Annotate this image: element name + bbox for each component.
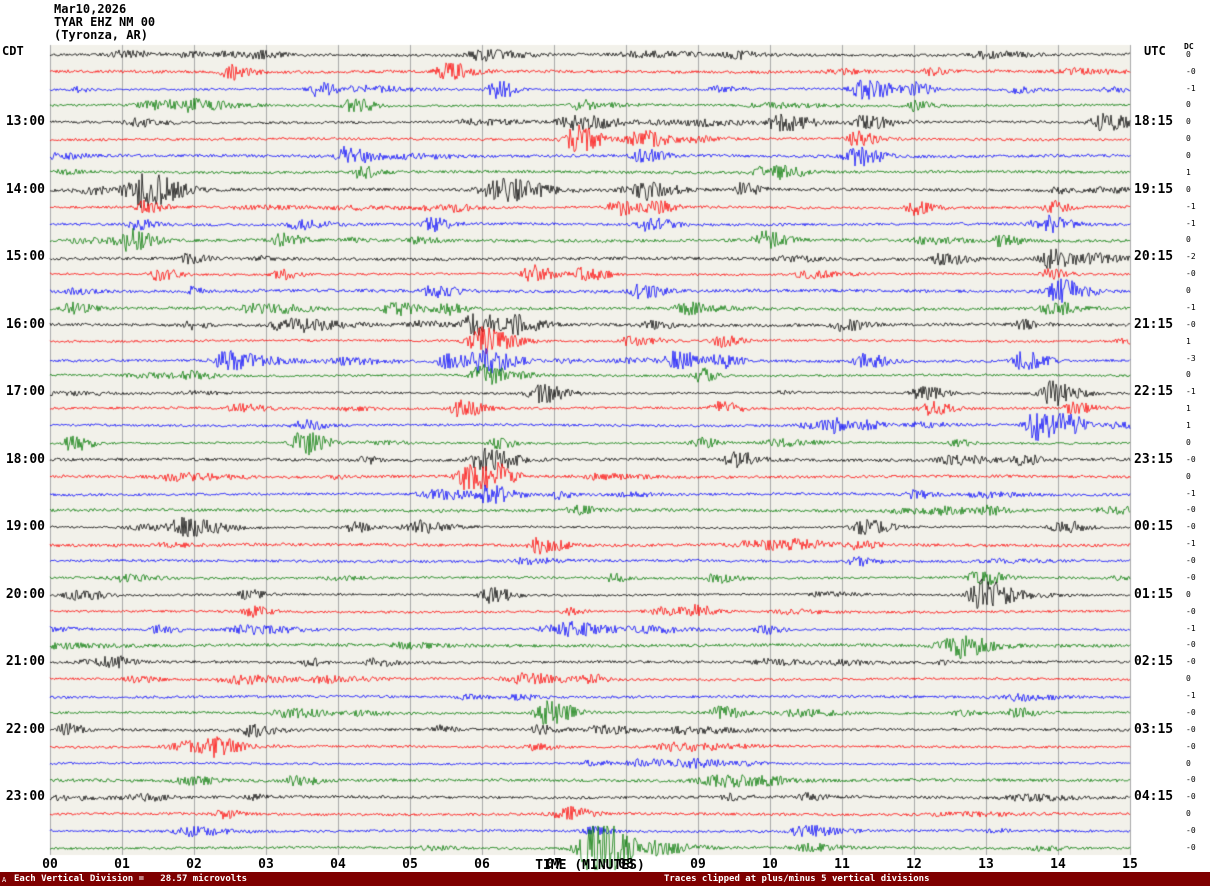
title-location: (Tyronza, AR) [54, 28, 148, 42]
dc-offset-label: -0 [1186, 826, 1196, 836]
title-station: TYAR EHZ NM 00 [54, 15, 156, 29]
dc-offset-label: -0 [1186, 775, 1196, 785]
right-time-label: 22:15 [1134, 384, 1174, 400]
x-axis-title: TIME (MINUTES) [535, 858, 645, 873]
dc-offset-label: -0 [1186, 522, 1196, 532]
right-time-label: 18:15 [1134, 114, 1174, 130]
dc-offset-label: 0 [1186, 370, 1191, 380]
dc-offset-label: 0 [1186, 151, 1191, 161]
x-tick-label: 10 [762, 857, 778, 872]
title-block: Mar10,2026 TYAR EHZ NM 00 (Tyronza, AR) [54, 3, 155, 42]
left-time-label: 18:00 [5, 451, 45, 467]
dc-offset-label: 0 [1186, 758, 1191, 768]
x-tick-label: 14 [1050, 857, 1066, 872]
dc-offset-label: 0 [1186, 286, 1191, 296]
x-tick-label: 11 [834, 857, 850, 872]
dc-offset-label: 0 [1186, 117, 1191, 127]
dc-offset-label: 0 [1186, 674, 1191, 684]
left-time-label: 23:00 [5, 789, 45, 805]
right-time-label: 00:15 [1134, 519, 1174, 535]
dc-offset-label: -1 [1186, 691, 1196, 701]
dc-offset-label: -0 [1186, 707, 1196, 717]
dc-offset-label: 1 [1186, 404, 1191, 414]
dc-offset-label: -1 [1186, 201, 1196, 211]
dc-offset-label: -1 [1186, 218, 1196, 228]
x-tick-label: 06 [474, 857, 490, 872]
footer-bar: A Each Vertical Division = 28.57 microvo… [0, 872, 1210, 886]
right-timezone-label: UTC [1144, 44, 1166, 58]
dc-offset-label: 1 [1186, 421, 1191, 431]
x-tick-label: 08 [618, 857, 634, 872]
dc-offset-label: -0 [1186, 842, 1196, 852]
dc-offset-label: -1 [1186, 623, 1196, 633]
dc-offset-label: -1 [1186, 302, 1196, 312]
left-time-label: 17:00 [5, 384, 45, 400]
dc-offset-label: -1 [1186, 387, 1196, 397]
dc-offset-label: -0 [1186, 657, 1196, 667]
dc-offset-label: 0 [1186, 471, 1191, 481]
x-tick-label: 13 [978, 857, 994, 872]
dc-offset-label: -0 [1186, 269, 1196, 279]
dc-offset-label: 1 [1186, 336, 1191, 346]
dc-offset-label: -0 [1186, 572, 1196, 582]
left-time-label: 14:00 [5, 181, 45, 197]
dc-offset-label: 0 [1186, 235, 1191, 245]
right-time-label: 04:15 [1134, 789, 1174, 805]
vertical-scale-note: Each Vertical Division = 28.57 microvolt… [14, 874, 247, 884]
dc-offset-label: -1 [1186, 488, 1196, 498]
dc-offset-label: -0 [1186, 454, 1196, 464]
dc-offset-label: -0 [1186, 606, 1196, 616]
dc-offset-label: -0 [1186, 792, 1196, 802]
x-tick-label: 09 [690, 857, 706, 872]
right-time-label: 21:15 [1134, 316, 1174, 332]
dc-offset-label: -0 [1186, 319, 1196, 329]
left-time-label: 15:00 [5, 249, 45, 265]
left-time-label: 22:00 [5, 721, 45, 737]
left-time-label: 16:00 [5, 316, 45, 332]
x-tick-label: 05 [402, 857, 418, 872]
dc-offset-label: -0 [1186, 640, 1196, 650]
dc-offset-label: -2 [1186, 252, 1196, 262]
dc-offset-label: 0 [1186, 49, 1191, 59]
dc-offset-label: -0 [1186, 505, 1196, 515]
left-time-label: 21:00 [5, 654, 45, 670]
dc-offset-label: 0 [1186, 100, 1191, 110]
right-time-label: 23:15 [1134, 451, 1174, 467]
title-date: Mar10,2026 [54, 2, 127, 16]
x-tick-label: 03 [258, 857, 274, 872]
footer-corner-mark: A [2, 876, 7, 884]
dc-offset-label: -0 [1186, 66, 1196, 76]
left-time-label: 19:00 [5, 519, 45, 535]
x-tick-label: 07 [546, 857, 562, 872]
dc-offset-label: 0 [1186, 809, 1191, 819]
dc-offset-label: 0 [1186, 437, 1191, 447]
right-time-label: 19:15 [1134, 181, 1174, 197]
dc-offset-label: -0 [1186, 741, 1196, 751]
x-tick-label: 15 [1122, 857, 1138, 872]
x-tick-label: 04 [330, 857, 346, 872]
dc-offset-label: 0 [1186, 589, 1191, 599]
right-time-label: 02:15 [1134, 654, 1174, 670]
x-tick-label: 01 [114, 857, 130, 872]
dc-offset-label: -0 [1186, 724, 1196, 734]
x-tick-label: 12 [906, 857, 922, 872]
right-time-label: 03:15 [1134, 721, 1174, 737]
left-timezone-label: CDT [2, 44, 24, 58]
dc-offset-label: 0 [1186, 134, 1191, 144]
right-time-label: 01:15 [1134, 586, 1174, 602]
clip-note: Traces clipped at plus/minus 5 vertical … [664, 874, 930, 884]
dc-offset-label: -3 [1186, 353, 1196, 363]
dc-offset-label: 0 [1186, 184, 1191, 194]
x-tick-label: 02 [186, 857, 202, 872]
dc-column-header: DC [1184, 42, 1194, 51]
dc-offset-label: -0 [1186, 556, 1196, 566]
dc-offset-label: -1 [1186, 539, 1196, 549]
x-tick-label: 00 [42, 857, 58, 872]
right-time-label: 20:15 [1134, 249, 1174, 265]
dc-offset-label: 1 [1186, 167, 1191, 177]
dc-offset-label: -1 [1186, 83, 1196, 93]
left-time-label: 20:00 [5, 586, 45, 602]
left-time-label: 13:00 [5, 114, 45, 130]
